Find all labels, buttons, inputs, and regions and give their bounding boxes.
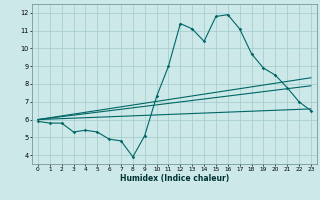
X-axis label: Humidex (Indice chaleur): Humidex (Indice chaleur)	[120, 174, 229, 183]
